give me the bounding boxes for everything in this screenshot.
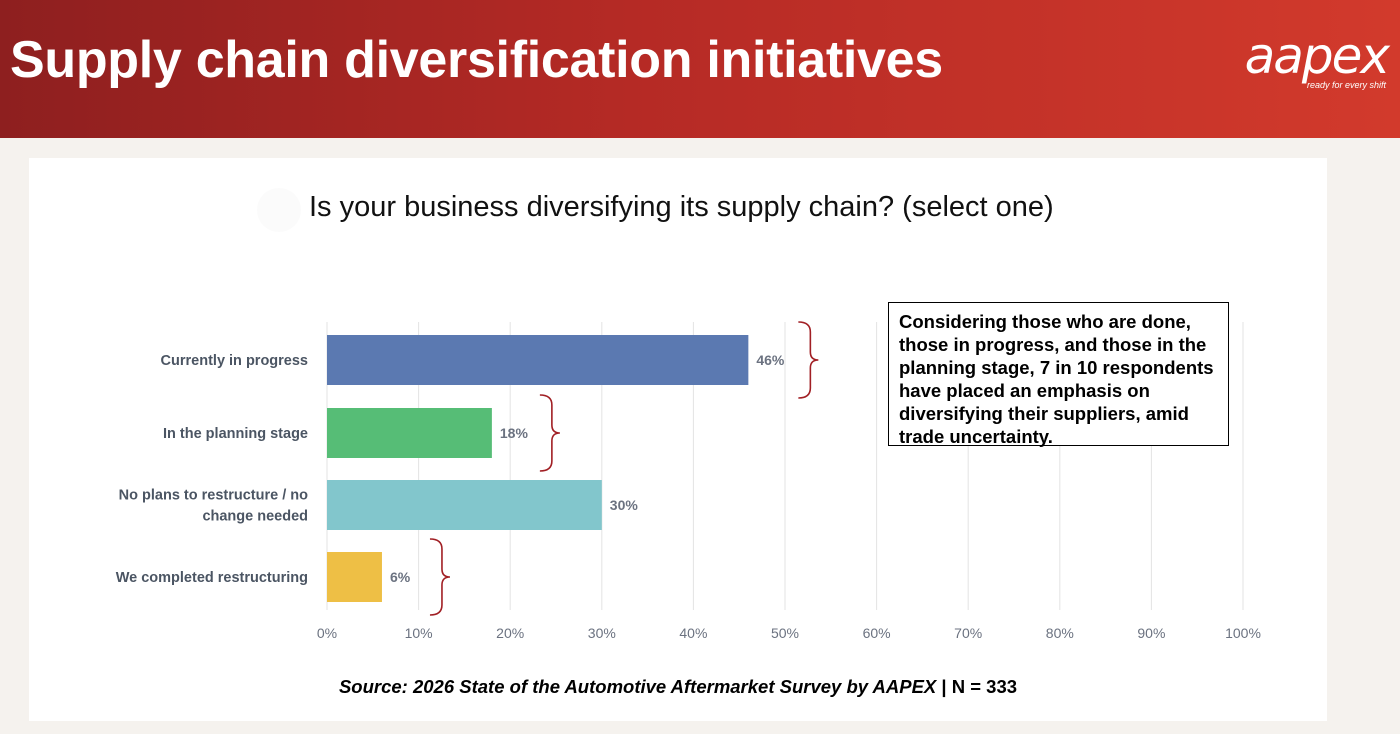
value-label: 18% [500,425,529,441]
x-tick-label: 10% [405,625,433,641]
bar [327,408,492,458]
group-bracket [539,394,560,472]
bar [327,335,749,385]
x-tick-label: 40% [679,625,707,641]
aapex-logo: aapex ready for every shift [1232,30,1392,100]
x-tick-label: 20% [496,625,524,641]
category-label: No plans to restructure / no [119,488,308,504]
group-bracket [429,538,450,616]
sample-size: | N = 333 [936,676,1018,697]
logo-tagline: ready for every shift [1306,80,1386,90]
value-label: 6% [390,569,411,585]
value-label: 30% [610,497,639,513]
category-label: We completed restructuring [116,570,308,586]
x-tick-label: 60% [863,625,891,641]
source-note: Source: 2026 State of the Automotive Aft… [29,676,1327,698]
x-tick-label: 80% [1046,625,1074,641]
chart-panel: Is your business diversifying its supply… [29,158,1327,721]
chart-title: Is your business diversifying its supply… [309,191,1054,223]
category-label: Currently in progress [161,353,308,369]
logo-wordmark: aapex [1244,27,1390,85]
header-banner: Supply chain diversification initiatives… [0,0,1400,138]
bar [327,552,382,602]
x-tick-label: 0% [317,625,337,641]
group-bracket [798,321,819,399]
source-text: Source: 2026 State of the Automotive Aft… [338,676,937,697]
x-tick-label: 50% [771,625,799,641]
question-marker [257,188,301,232]
callout-box: Considering those who are done, those in… [888,302,1229,447]
x-tick-label: 30% [588,625,616,641]
x-tick-label: 100% [1225,625,1261,641]
page-title: Supply chain diversification initiatives [10,31,943,89]
x-tick-label: 70% [954,625,982,641]
category-label: change needed [202,509,308,525]
bar-chart: 0% 10% 20% 30% 40% 50% 60% 70% 80% 90% 100% Current… [116,321,1261,641]
x-tick-label: 90% [1137,625,1165,641]
category-label: In the planning stage [163,426,308,442]
bar [327,480,602,530]
value-label: 46% [756,352,785,368]
